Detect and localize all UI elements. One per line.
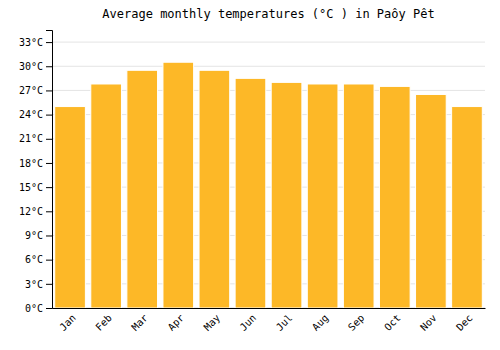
tick-label: 15°C xyxy=(19,182,43,193)
bar xyxy=(199,70,230,308)
tick-label: Mar xyxy=(129,312,150,333)
tick-label: 18°C xyxy=(19,158,43,169)
tick-mark xyxy=(46,284,52,285)
tick: 21°C xyxy=(19,133,52,144)
tick: 18°C xyxy=(19,158,52,169)
tick-mark xyxy=(46,115,52,116)
tick: Jan xyxy=(57,312,78,333)
tick: Nov xyxy=(418,312,439,333)
tick-label: 30°C xyxy=(19,61,43,72)
tick-label: Aug xyxy=(310,312,331,333)
tick-mark xyxy=(46,163,52,164)
tick-mark xyxy=(46,211,52,212)
bar xyxy=(91,84,122,308)
bars xyxy=(55,62,483,308)
tick-label: 27°C xyxy=(19,85,43,96)
tick: 6°C xyxy=(25,254,52,265)
title: Average monthly temperatures (°C ) in Pa… xyxy=(102,7,434,21)
tick-mark xyxy=(46,235,52,236)
tick-mark xyxy=(46,187,52,188)
tick-label: 6°C xyxy=(25,254,43,265)
bar xyxy=(452,107,483,308)
tick-label: Oct xyxy=(382,312,403,333)
tick-mark xyxy=(46,308,52,309)
tick: Jul xyxy=(274,312,295,333)
tick-label: Jan xyxy=(57,312,78,333)
tick: 27°C xyxy=(19,85,52,96)
tick: Feb xyxy=(93,312,114,333)
tick: 9°C xyxy=(25,230,52,241)
tick-label: 9°C xyxy=(25,230,43,241)
tick: Apr xyxy=(166,312,187,333)
tick-label: Sep xyxy=(346,312,367,333)
tick-label: 21°C xyxy=(19,133,43,144)
tick: 33°C xyxy=(19,37,52,48)
grid-line xyxy=(52,66,485,67)
tick: Aug xyxy=(310,312,331,333)
grid xyxy=(52,42,485,308)
tick: 24°C xyxy=(19,109,52,120)
tick-mark xyxy=(46,66,52,67)
tick-mark xyxy=(46,260,52,261)
tick-mark xyxy=(46,90,52,91)
tick-label: 24°C xyxy=(19,109,43,120)
tick-label: Apr xyxy=(166,312,187,333)
tick: 12°C xyxy=(19,206,52,217)
tick-label: Jul xyxy=(274,312,295,333)
tick-label: 12°C xyxy=(19,206,43,217)
tick-label: Feb xyxy=(93,312,114,333)
bar xyxy=(271,82,302,308)
tick: 30°C xyxy=(19,61,52,72)
tick: 0°C xyxy=(25,303,52,314)
tick-mark xyxy=(46,42,52,43)
x-axis: Jan Feb Mar Apr May Jun Jul Aug Sep Oct Nov Dec xyxy=(53,309,486,333)
grid-line xyxy=(52,42,485,43)
tick: Sep xyxy=(346,312,367,333)
tick: Dec xyxy=(454,312,475,333)
axis-line xyxy=(46,31,53,309)
tick: May xyxy=(202,312,223,333)
tick: 3°C xyxy=(25,279,52,290)
tick-label: Dec xyxy=(454,312,475,333)
tick-label: Nov xyxy=(418,312,439,333)
tick: Oct xyxy=(382,312,403,333)
bar xyxy=(127,70,158,308)
bar xyxy=(307,84,338,308)
tick-label: Jun xyxy=(238,312,259,333)
bar xyxy=(55,107,86,308)
bar xyxy=(379,86,410,308)
bar xyxy=(416,94,447,308)
y-axis: 0°C 3°C 6°C 9°C 12°C 15°C 18°C 21°C 24°C 27°C 30°C… xyxy=(19,31,53,314)
tick: Jun xyxy=(238,312,259,333)
bar xyxy=(343,84,374,308)
tick-label: 0°C xyxy=(25,303,43,314)
plot: 0°C 3°C 6°C 9°C 12°C 15°C 18°C 21°C 24°C 27°C 30°C… xyxy=(19,31,486,333)
tick-label: May xyxy=(202,312,223,333)
tick-mark xyxy=(46,139,52,140)
bar xyxy=(163,62,194,308)
chart: 0°C 3°C 6°C 9°C 12°C 15°C 18°C 21°C 24°C 27°C 30°C… xyxy=(0,0,500,350)
axis-line xyxy=(53,308,486,309)
tick-label: 33°C xyxy=(19,37,43,48)
tick: 15°C xyxy=(19,182,52,193)
tick: Mar xyxy=(129,312,150,333)
tick-label: 3°C xyxy=(25,279,43,290)
bar xyxy=(235,78,266,308)
